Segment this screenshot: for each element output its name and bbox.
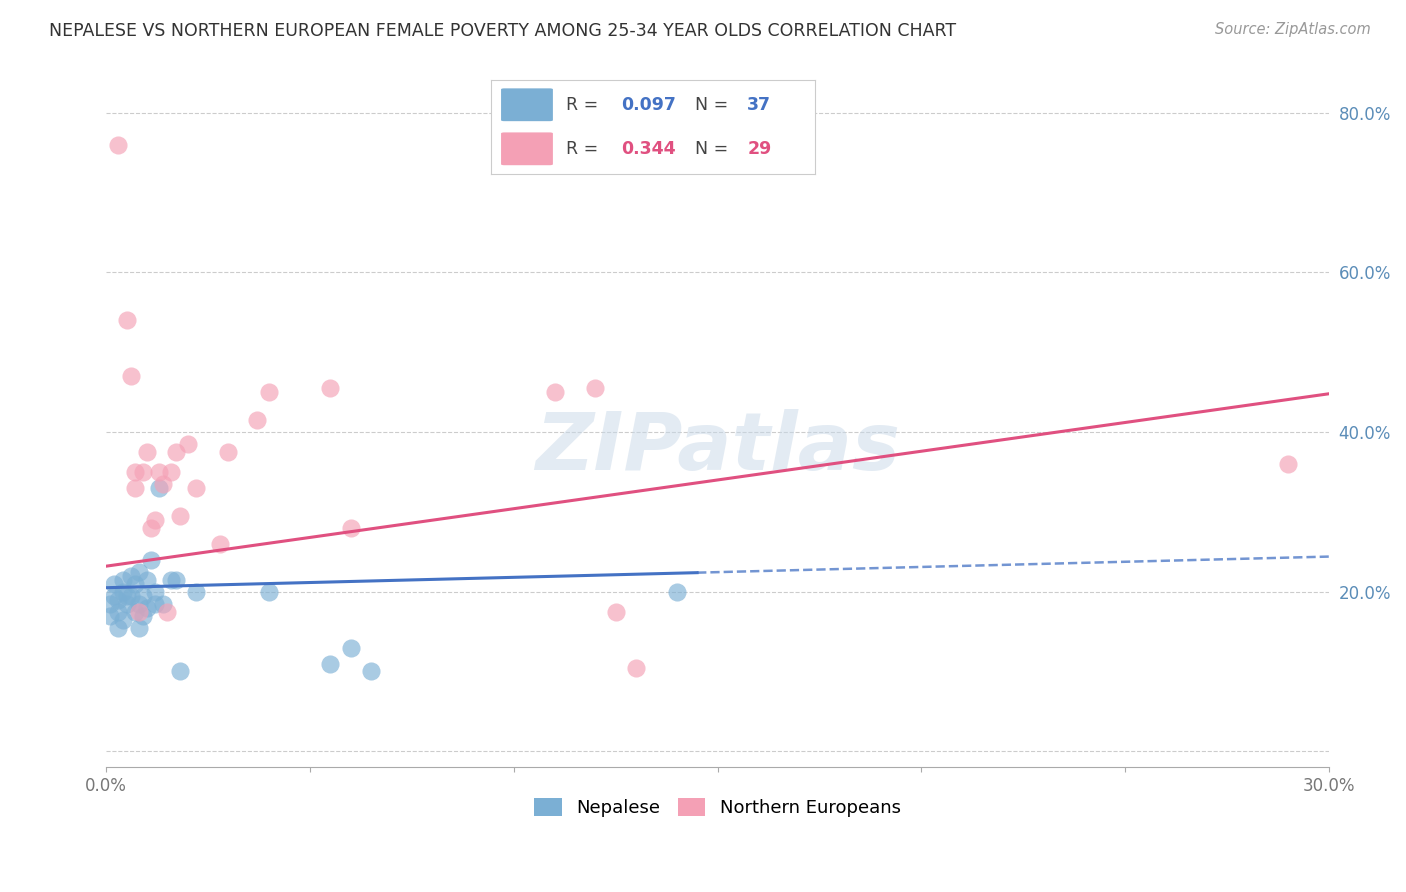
Point <box>148 481 170 495</box>
Point <box>115 313 138 327</box>
Point <box>169 508 191 523</box>
Point <box>124 481 146 495</box>
Point <box>124 605 146 619</box>
Point <box>132 465 155 479</box>
Legend: Nepalese, Northern Europeans: Nepalese, Northern Europeans <box>527 790 908 824</box>
Point <box>605 605 627 619</box>
Point <box>246 413 269 427</box>
Point <box>132 608 155 623</box>
Point <box>165 573 187 587</box>
Point <box>107 605 129 619</box>
Point <box>128 621 150 635</box>
Point <box>543 385 565 400</box>
Point <box>107 621 129 635</box>
Point <box>111 573 134 587</box>
Point <box>139 553 162 567</box>
Point <box>152 477 174 491</box>
Point <box>156 605 179 619</box>
Point <box>319 657 342 671</box>
Text: NEPALESE VS NORTHERN EUROPEAN FEMALE POVERTY AMONG 25-34 YEAR OLDS CORRELATION C: NEPALESE VS NORTHERN EUROPEAN FEMALE POV… <box>49 22 956 40</box>
Point <box>152 597 174 611</box>
Point <box>177 437 200 451</box>
Point <box>111 613 134 627</box>
Point <box>98 597 121 611</box>
Point <box>160 573 183 587</box>
Point <box>103 576 125 591</box>
Point <box>111 584 134 599</box>
Point <box>136 445 159 459</box>
Point <box>107 592 129 607</box>
Point <box>120 369 142 384</box>
Point <box>339 640 361 655</box>
Point <box>143 513 166 527</box>
Point <box>143 597 166 611</box>
Point <box>360 665 382 679</box>
Point <box>209 537 232 551</box>
Point <box>143 584 166 599</box>
Point <box>257 385 280 400</box>
Point <box>184 584 207 599</box>
Point <box>124 465 146 479</box>
Point <box>115 589 138 603</box>
Point <box>128 605 150 619</box>
Point <box>120 589 142 603</box>
Point <box>165 445 187 459</box>
Point <box>184 481 207 495</box>
Point <box>107 137 129 152</box>
Point <box>136 600 159 615</box>
Point <box>583 381 606 395</box>
Point <box>98 608 121 623</box>
Point <box>257 584 280 599</box>
Point <box>1277 457 1299 471</box>
Point <box>124 576 146 591</box>
Point <box>103 589 125 603</box>
Point <box>148 465 170 479</box>
Point <box>218 445 240 459</box>
Point <box>339 521 361 535</box>
Text: Source: ZipAtlas.com: Source: ZipAtlas.com <box>1215 22 1371 37</box>
Point <box>128 597 150 611</box>
Point <box>128 565 150 579</box>
Point <box>136 573 159 587</box>
Point <box>624 660 647 674</box>
Point <box>319 381 342 395</box>
Point <box>115 597 138 611</box>
Point <box>665 584 688 599</box>
Point <box>132 589 155 603</box>
Point <box>120 568 142 582</box>
Point <box>169 665 191 679</box>
Point <box>139 521 162 535</box>
Point <box>160 465 183 479</box>
Text: ZIPatlas: ZIPatlas <box>536 409 900 487</box>
